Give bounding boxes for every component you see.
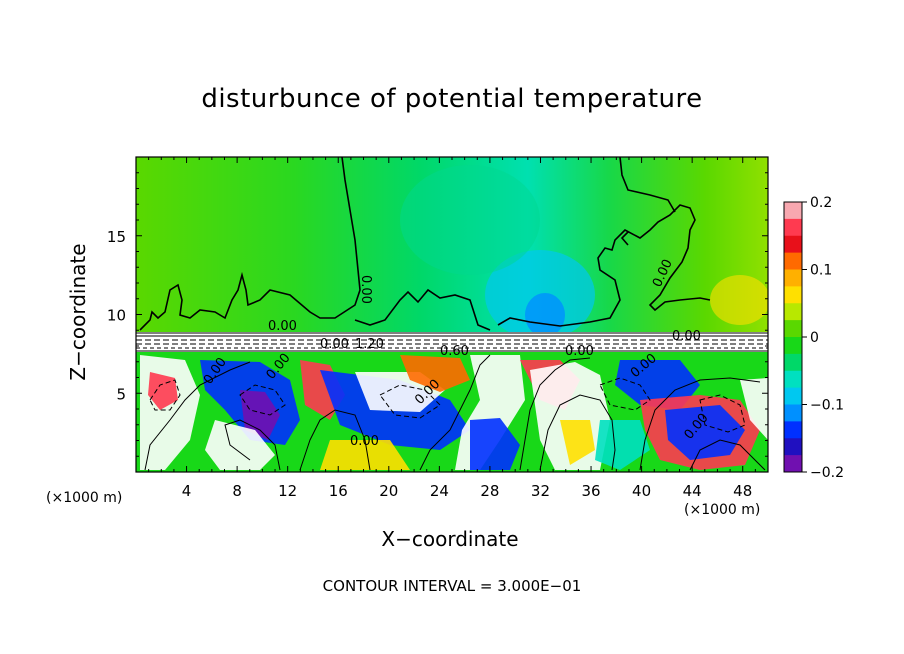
contour-label: 0.60 [440,344,469,359]
contour-lines [139,157,711,331]
turbulent-blob [148,372,178,410]
colorbar-swatch [784,269,802,287]
colorbar-tick-label: −0.1 [810,398,844,414]
x-tick-label: 28 [480,482,499,500]
x-tick-label: 12 [278,482,297,500]
turbulent-blob [400,355,470,392]
lower-turbulent-blobs [140,355,768,470]
turbulent-blob [595,420,650,470]
x-tick-label: 24 [430,482,449,500]
contour-label: 0.00 [320,337,349,352]
chart-title: disturbunce of potential temperature [201,84,703,114]
colorbar-swatch [784,353,802,372]
colorbar-swatch [784,438,802,456]
y-axis-label: Z−coordinate [66,243,90,381]
colorbar-swatch [784,455,802,473]
y-axis-ticks: 5 10 15 [107,172,768,457]
colorbar-swatch [784,404,802,422]
colorbar-swatch [784,337,802,355]
colorbar-tick-label: 0 [810,330,819,346]
x-unit-note-left: (×1000 m) [46,490,123,506]
turbulent-blob [320,440,410,470]
x-tick-label: 32 [531,482,550,500]
colorbar-tick-label: 0.2 [810,195,832,211]
colorbar-swatch [784,218,802,237]
colorbar-tick-label: 0.1 [810,263,832,279]
x-axis-label: X−coordinate [381,527,519,551]
contour-label: 1.20 [355,337,384,352]
turbulent-blob [665,405,745,460]
turbulent-blob [240,390,280,440]
x-axis-ticks: 4 8 12 16 20 24 28 32 36 40 44 48 [148,157,756,500]
plot-area: 0.000.00 0.000.00 0.000.000.000.000.000.00… [136,157,768,472]
x-tick-label: 8 [232,482,242,500]
turbulent-blob [205,420,275,470]
colorbar-tick-label: −0.2 [810,465,844,481]
turbulent-blob [470,418,520,470]
transition-band [136,332,768,352]
colorbar-swatch [784,303,802,321]
colorbar: 0.2 0.1 0 −0.1 −0.2 [783,195,844,481]
colorbar-swatch [784,421,802,439]
colorbar-swatch [784,320,802,338]
x-tick-label: 16 [329,482,348,500]
x-unit-note-right: (×1000 m) [684,502,761,518]
colorbar-swatch [784,252,802,270]
turbulent-blob [560,420,595,465]
teal-anomaly-patch [400,165,540,275]
contour-label: 0.00 [350,434,379,449]
contour-label: 0.00 [565,344,594,359]
y-tick-label: 5 [116,385,126,403]
x-tick-label: 40 [632,482,651,500]
colorbar-swatch [784,286,802,304]
contour-label: 0.00 [672,329,701,344]
y-tick-label: 15 [107,228,126,246]
colorbar-swatch [784,370,802,389]
x-tick-label: 4 [182,482,192,500]
colorbar-swatch [784,235,802,254]
x-tick-label: 44 [683,482,702,500]
x-tick-label: 20 [379,482,398,500]
transition-lines [136,332,768,352]
lower-contours [144,354,766,471]
colorbar-swatch [784,387,802,405]
blue-anomaly-patch [525,293,565,337]
x-tick-label: 48 [733,482,752,500]
contour-label: 0.00 [268,319,297,334]
y-tick-label: 10 [107,307,126,325]
turbulent-blob [740,378,768,440]
x-tick-label: 36 [581,482,600,500]
contour-label: 0.00 [358,275,373,304]
contour-interval-note: CONTOUR INTERVAL = 3.000E−01 [322,577,582,595]
yellow-anomaly-patch [710,275,768,325]
colorbar-swatch [784,202,802,220]
